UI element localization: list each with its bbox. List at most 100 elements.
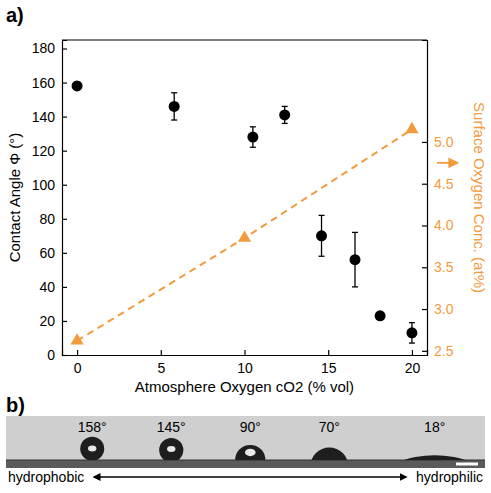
tick-mark [62, 117, 67, 118]
data-point [375, 310, 386, 321]
tick-mark [62, 185, 67, 186]
error-bar-cap [352, 232, 358, 233]
plot-frame-top [62, 39, 427, 40]
tick: 20 [39, 313, 67, 329]
axis-line [63, 350, 428, 356]
panel-label: b) [6, 394, 25, 416]
left-label: hydrophobic [8, 469, 84, 485]
tick: 10 [237, 350, 253, 376]
droplet [310, 448, 348, 460]
data-point [72, 80, 83, 91]
x-axis: 0 5 10 15 20 [63, 350, 428, 376]
tick-mark [244, 350, 245, 355]
tick-mark [412, 350, 413, 355]
triangle-point [405, 122, 418, 133]
tick-label: 2.5 [434, 343, 454, 359]
tick-label: 140 [32, 109, 56, 125]
droplet-highlight [167, 446, 175, 452]
angle-label: 145° [157, 419, 186, 435]
tick-label: 10 [237, 360, 253, 376]
error-bar-cap [319, 256, 325, 257]
tick-label: 80 [39, 211, 55, 227]
error-bar-cap [250, 147, 256, 148]
tick: 5 [157, 350, 165, 376]
data-point [169, 101, 180, 112]
tick-mark [62, 253, 67, 254]
error-bar-cap [171, 119, 177, 120]
data-point [247, 132, 258, 143]
right-label: hydrophilic [416, 469, 483, 485]
panel-label: a) [6, 4, 24, 26]
triangle-point [70, 333, 83, 344]
x-axis-title: Atmosphere Oxygen cO2 (% vol) [135, 378, 354, 395]
axis-pointer-arrow [437, 162, 457, 164]
tick-label: 20 [405, 360, 421, 376]
tick-mark [62, 287, 67, 288]
tick: 4.5 [422, 176, 454, 192]
axis-line [63, 41, 68, 356]
tick-label: 4.0 [434, 217, 454, 233]
trend-line [77, 129, 412, 340]
error-bar-cap [319, 215, 325, 216]
plot-area [70, 80, 418, 344]
tick-mark [62, 219, 67, 220]
y2-axis-title: Surface Oxygen Conc. (at%) [471, 102, 488, 293]
tick: 3.5 [422, 259, 454, 275]
tick-label: 4.5 [434, 176, 454, 192]
tick-mark [62, 48, 67, 49]
tick-label: 120 [32, 143, 56, 159]
tick: 140 [32, 109, 67, 125]
y-axis: 020406080100120140160180 [32, 40, 67, 362]
double-arrow [94, 476, 406, 477]
data-point [406, 327, 417, 338]
error-bar-cap [282, 123, 288, 124]
data-point [316, 230, 327, 241]
tick: 160 [32, 75, 67, 91]
droplet [235, 445, 265, 460]
tick-label: 5.0 [434, 134, 454, 150]
angle-label: 18° [424, 419, 445, 435]
tick: 3.0 [422, 301, 454, 317]
tick: 20 [405, 350, 421, 376]
tick-label: 3.5 [434, 259, 454, 275]
tick-label: 3.0 [434, 301, 454, 317]
tick-mark [422, 142, 427, 143]
tick: 120 [32, 143, 67, 159]
tick-label: 5 [157, 360, 165, 376]
tick: 40 [39, 279, 67, 295]
tick-mark [62, 321, 67, 322]
y-axis-title: Contact Angle Φ (°) [6, 133, 23, 263]
photo-background [6, 416, 485, 468]
angle-label: 90° [240, 419, 261, 435]
droplet [159, 438, 183, 460]
tick: 0 [74, 350, 82, 376]
angle-label: 158° [78, 419, 107, 435]
tick: 5.0 [422, 134, 454, 150]
tick-mark [161, 350, 162, 355]
tick-mark [422, 225, 427, 226]
droplet [80, 437, 104, 460]
figure: 051015200204060801001201401601802.53.03.… [0, 0, 491, 493]
error-bar-cap [250, 126, 256, 127]
tick-label: 40 [39, 279, 55, 295]
tick-mark [422, 184, 427, 185]
tick: 60 [39, 245, 67, 261]
tick: 100 [32, 177, 67, 193]
tick-mark [62, 82, 67, 83]
tick-mark [77, 350, 78, 355]
tick-mark [422, 309, 427, 310]
tick-mark [62, 151, 67, 152]
data-point [279, 109, 290, 120]
error-bar-cap [409, 342, 415, 343]
droplets [80, 437, 485, 460]
tick-label: 100 [32, 177, 56, 193]
error-bar-cap [171, 92, 177, 93]
tick: 80 [39, 211, 67, 227]
tick-label: 15 [321, 360, 337, 376]
tick-mark [422, 267, 427, 268]
droplet-highlight [245, 449, 256, 457]
substrate [6, 460, 485, 468]
tick-label: 160 [32, 75, 56, 91]
error-bar-cap [409, 322, 415, 323]
tick-mark [328, 350, 329, 355]
